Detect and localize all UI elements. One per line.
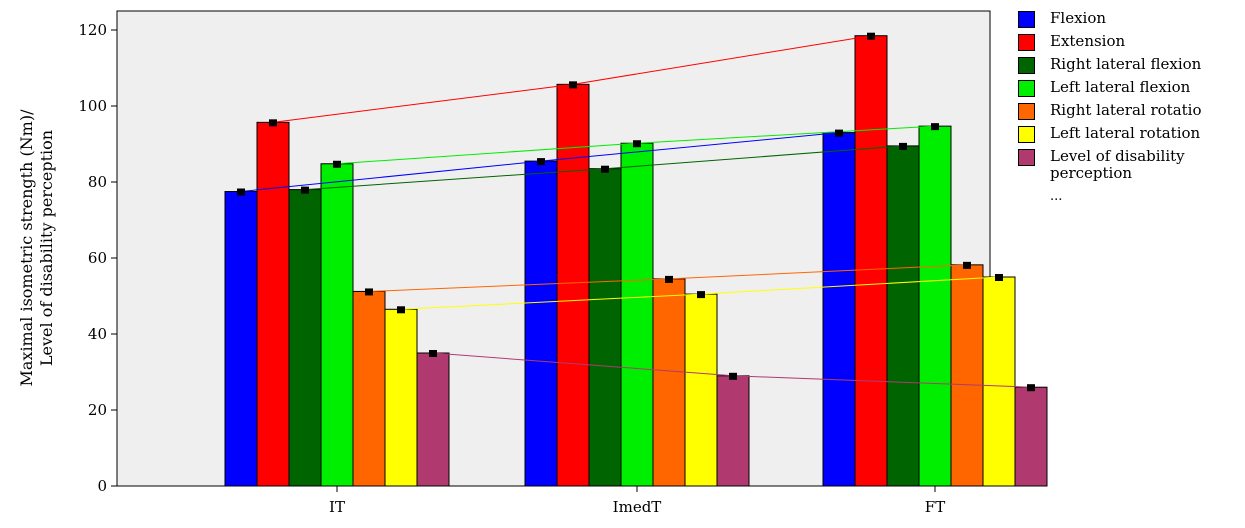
mean-marker xyxy=(729,372,737,380)
legend-swatch xyxy=(1018,126,1035,143)
bar xyxy=(556,83,590,487)
legend-item-left-lateral-rotation: Left lateral rotation xyxy=(1018,125,1243,148)
bar xyxy=(982,276,1016,487)
legend-label: Extension xyxy=(1050,33,1126,50)
mean-marker xyxy=(963,261,971,269)
y-axis: 0 20 40 60 80 100 120 xyxy=(78,11,118,495)
y-axis-title: Maximal isometric strength (Nm)/ Level o… xyxy=(17,109,56,387)
bar xyxy=(854,35,888,487)
mean-marker xyxy=(397,306,405,314)
mean-marker xyxy=(365,288,373,296)
bar xyxy=(652,278,686,487)
bar xyxy=(384,308,418,487)
mean-marker xyxy=(1027,384,1035,392)
bar xyxy=(918,125,952,487)
mean-marker xyxy=(569,81,577,89)
bar xyxy=(352,290,386,487)
legend-label: Right lateral flexion xyxy=(1050,56,1202,73)
x-tick-label: FT xyxy=(925,498,945,516)
bar xyxy=(588,168,622,487)
x-tick-label: ImedT xyxy=(613,498,662,516)
legend-item-right-lateral-flexion: Right lateral flexion xyxy=(1018,56,1243,79)
bar xyxy=(320,163,354,487)
y-axis-title-line-1: Maximal isometric strength (Nm)/ xyxy=(17,109,36,387)
markers-layer xyxy=(237,32,1035,392)
y-tick-label: 60 xyxy=(88,249,107,267)
legend-item-level-of-disability-perception: Level of disability perception xyxy=(1018,148,1243,190)
legend-swatch xyxy=(1018,80,1035,97)
y-tick-label: 80 xyxy=(88,173,107,191)
bar xyxy=(416,352,450,487)
y-tick-label: 0 xyxy=(97,477,107,495)
bar xyxy=(524,160,558,487)
legend-item-left-lateral-flexion: Left lateral flexion xyxy=(1018,79,1243,102)
legend-swatch xyxy=(1018,57,1035,74)
mean-marker xyxy=(665,275,673,283)
bar xyxy=(256,121,290,487)
x-axis: IT ImedT FT xyxy=(117,485,990,516)
legend-item-flexion: Flexion xyxy=(1018,10,1243,33)
legend-label: Left lateral flexion xyxy=(1050,79,1191,96)
legend-swatch xyxy=(1018,103,1035,120)
mean-marker xyxy=(269,119,277,127)
legend-label: Level of disability perception xyxy=(1050,148,1185,182)
bar xyxy=(716,375,750,487)
legend-swatch xyxy=(1018,11,1035,28)
legend-swatch xyxy=(1018,149,1035,166)
legend-overflow-indicator: ... xyxy=(1050,189,1063,204)
legend-swatch xyxy=(1018,34,1035,51)
bar xyxy=(620,142,654,487)
y-tick-label: 40 xyxy=(88,325,107,343)
bar xyxy=(822,132,856,487)
legend-label: Flexion xyxy=(1050,10,1107,27)
x-tick-label: IT xyxy=(329,498,345,516)
mean-marker xyxy=(995,274,1003,281)
mean-marker xyxy=(899,142,907,150)
y-tick-label: 100 xyxy=(78,97,107,115)
mean-marker xyxy=(697,291,705,299)
bar xyxy=(950,264,984,487)
mean-marker xyxy=(429,350,437,357)
y-axis-title-line-2: Level of disability perception xyxy=(37,130,56,366)
legend-item-right-lateral-rotation: Right lateral rotatio xyxy=(1018,102,1243,125)
bar xyxy=(886,145,920,487)
y-tick-label: 20 xyxy=(88,401,107,419)
bar xyxy=(288,189,322,487)
bar xyxy=(684,293,718,487)
legend-label: Left lateral rotation xyxy=(1050,125,1201,142)
mean-marker xyxy=(633,140,641,148)
bar xyxy=(1014,386,1048,487)
mean-marker xyxy=(601,165,609,173)
bars-layer xyxy=(224,35,1048,487)
mean-marker xyxy=(333,160,341,168)
legend-item-extension: Extension xyxy=(1018,33,1243,56)
mean-marker xyxy=(237,188,245,196)
mean-marker xyxy=(835,129,843,137)
mean-marker xyxy=(301,186,309,194)
mean-marker xyxy=(867,32,875,40)
legend: Flexion Extension Right lateral flexion … xyxy=(1018,10,1243,204)
legend-label: Right lateral rotatio xyxy=(1050,102,1202,119)
y-tick-label: 120 xyxy=(78,21,107,39)
mean-marker xyxy=(537,158,545,166)
bar xyxy=(224,191,258,487)
mean-marker xyxy=(931,123,939,131)
